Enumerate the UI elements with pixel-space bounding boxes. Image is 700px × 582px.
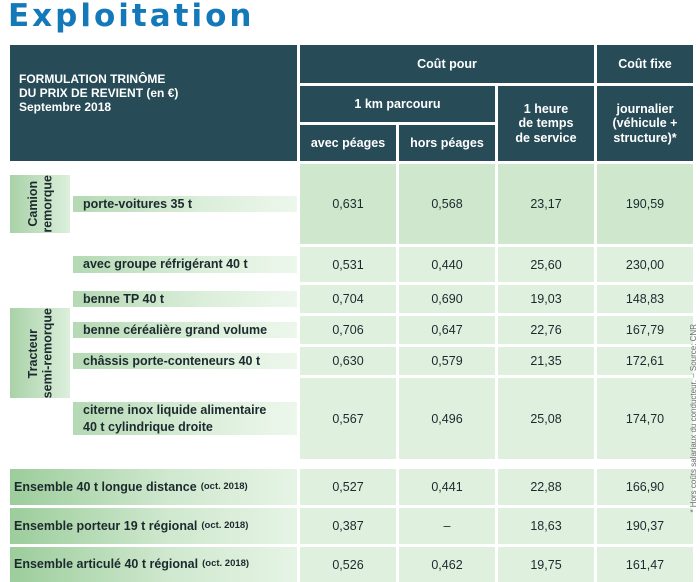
ensemble-note: (oct. 2018) xyxy=(202,558,250,570)
header-avec-peages: avec péages xyxy=(300,125,396,161)
cell-avec-peages: 0,630 xyxy=(300,347,396,375)
header-cout-pour: Coût pour xyxy=(300,45,594,83)
header-heure-line-1: 1 heure xyxy=(523,101,569,116)
cost-table: FORMULATION TRINÔME DU PRIX DE REVIENT (… xyxy=(10,45,693,582)
cell-hors-peages: 0,647 xyxy=(399,316,495,344)
source-note-text: * Hors coûts salariaux du conducteur. – … xyxy=(689,323,698,513)
header-journalier-line-3: structure)* xyxy=(613,130,677,145)
ensemble-label-text: Ensemble porteur 19 t régional xyxy=(14,518,198,533)
cell-hors-peages: 0,579 xyxy=(399,347,495,375)
cell-fixe: 148,83 xyxy=(597,285,693,313)
cell-fixe: 172,61 xyxy=(597,347,693,375)
cell-avec-peages: 0,526 xyxy=(300,547,396,582)
cell-avec-peages: 0,631 xyxy=(300,164,396,244)
cell-heure: 25,08 xyxy=(498,378,594,459)
cell-heure: 19,03 xyxy=(498,285,594,313)
row-label-text: benne céréalière grand volume xyxy=(83,322,268,337)
cell-fixe: 190,37 xyxy=(597,508,693,544)
row-label-text-line-1: citerne inox liquide alimentaire xyxy=(83,402,267,417)
cell-hors-peages: 0,690 xyxy=(399,285,495,313)
row-label: porte-voitures 35 t xyxy=(73,195,297,213)
header-heure-line-3: de service xyxy=(515,130,577,145)
cell-heure: 19,75 xyxy=(498,547,594,582)
cell-avec-peages: 0,527 xyxy=(300,469,396,505)
header-line-3: Septembre 2018 xyxy=(19,99,112,114)
row-label: châssis porte-conteneurs 40 t xyxy=(73,352,297,370)
row-label: avec groupe réfrigérant 40 t xyxy=(73,256,297,273)
cell-fixe: 190,59 xyxy=(597,164,693,244)
row-label-text: porte-voitures 35 t xyxy=(83,196,193,211)
header-line-1: FORMULATION TRINÔME xyxy=(19,72,166,86)
group-label-camion: Camion remorque xyxy=(10,175,70,233)
row-label-text: avec groupe réfrigérant 40 t xyxy=(83,257,248,272)
cell-avec-peages: 0,567 xyxy=(300,378,396,459)
cell-heure: 23,17 xyxy=(498,164,594,244)
ensemble-note: (oct. 2018) xyxy=(200,480,248,492)
cell-heure: 21,35 xyxy=(498,347,594,375)
group-tracteur-line-2: semi-remorque xyxy=(40,307,54,399)
cell-avec-peages: 0,706 xyxy=(300,316,396,344)
header-hors-peages: hors péages xyxy=(399,125,495,161)
ensemble-note: (oct. 2018) xyxy=(201,519,249,531)
group-camion-line-1: Camion xyxy=(25,181,40,227)
row-label: citerne inox liquide alimentaire 40 t cyl… xyxy=(73,401,297,436)
ensemble-label: Ensemble porteur 19 t régional (oct. 2018… xyxy=(10,508,297,544)
cell-hors-peages: 0,440 xyxy=(399,247,495,282)
row-label: benne céréalière grand volume xyxy=(73,321,297,339)
row-label-text: benne TP 40 t xyxy=(83,291,165,306)
cell-hors-peages: – xyxy=(399,508,495,544)
group-camion-remorque: Camion remorque porte-voitures 35 t xyxy=(10,164,297,244)
cell-hors-peages: 0,568 xyxy=(399,164,495,244)
cell-heure: 25,60 xyxy=(498,247,594,282)
cell-heure: 18,63 xyxy=(498,508,594,544)
cell-fixe: 167,79 xyxy=(597,316,693,344)
cell-heure: 22,88 xyxy=(498,469,594,505)
cell-avec-peages: 0,387 xyxy=(300,508,396,544)
group-camion-line-2: remorque xyxy=(40,175,54,233)
row-label-text-line-2: 40 t cylindrique droite xyxy=(83,419,213,434)
cell-fixe: 174,70 xyxy=(597,378,693,459)
header-heure-line-2: de temps xyxy=(518,116,574,131)
cell-fixe: 166,90 xyxy=(597,469,693,505)
cell-heure: 22,76 xyxy=(498,316,594,344)
ensemble-label-text: Ensemble articulé 40 t régional xyxy=(14,557,199,572)
ensemble-label-text: Ensemble 40 t longue distance xyxy=(14,479,197,494)
cell-hors-peages: 0,441 xyxy=(399,469,495,505)
row-label-text: châssis porte-conteneurs 40 t xyxy=(83,353,261,368)
group-label-tracteur: Tracteur semi-remorque xyxy=(10,307,70,399)
header-heure: 1 heure de temps de service xyxy=(498,86,594,161)
header-journalier: journalier (véhicule + structure)* xyxy=(597,86,693,161)
ensemble-label: Ensemble articulé 40 t régional (oct. 201… xyxy=(10,547,297,582)
cell-fixe: 161,47 xyxy=(597,547,693,582)
row-label: benne TP 40 t xyxy=(73,290,297,308)
cell-fixe: 230,00 xyxy=(597,247,693,282)
ensemble-label: Ensemble 40 t longue distance (oct. 2018) xyxy=(10,469,297,505)
header-cout-fixe: Coût fixe xyxy=(597,45,693,83)
header-journalier-line-2: (véhicule + xyxy=(612,116,678,131)
cell-avec-peages: 0,704 xyxy=(300,285,396,313)
header-km: 1 km parcouru xyxy=(300,86,495,122)
source-note: * Hors coûts salariaux du conducteur. – … xyxy=(687,300,700,536)
page-title: Exploitation xyxy=(8,0,255,34)
header-line-2: DU PRIX DE REVIENT (en €) xyxy=(19,85,179,100)
table-header-formulation: FORMULATION TRINÔME DU PRIX DE REVIENT (… xyxy=(10,45,297,161)
group-tracteur: Tracteur semi-remorque avec groupe réfrig… xyxy=(10,247,297,459)
group-tracteur-line-1: Tracteur xyxy=(25,328,40,378)
cell-avec-peages: 0,531 xyxy=(300,247,396,282)
cell-hors-peages: 0,462 xyxy=(399,547,495,582)
header-journalier-line-1: journalier xyxy=(616,101,674,116)
row-spacer xyxy=(10,462,693,466)
cell-hors-peages: 0,496 xyxy=(399,378,495,459)
